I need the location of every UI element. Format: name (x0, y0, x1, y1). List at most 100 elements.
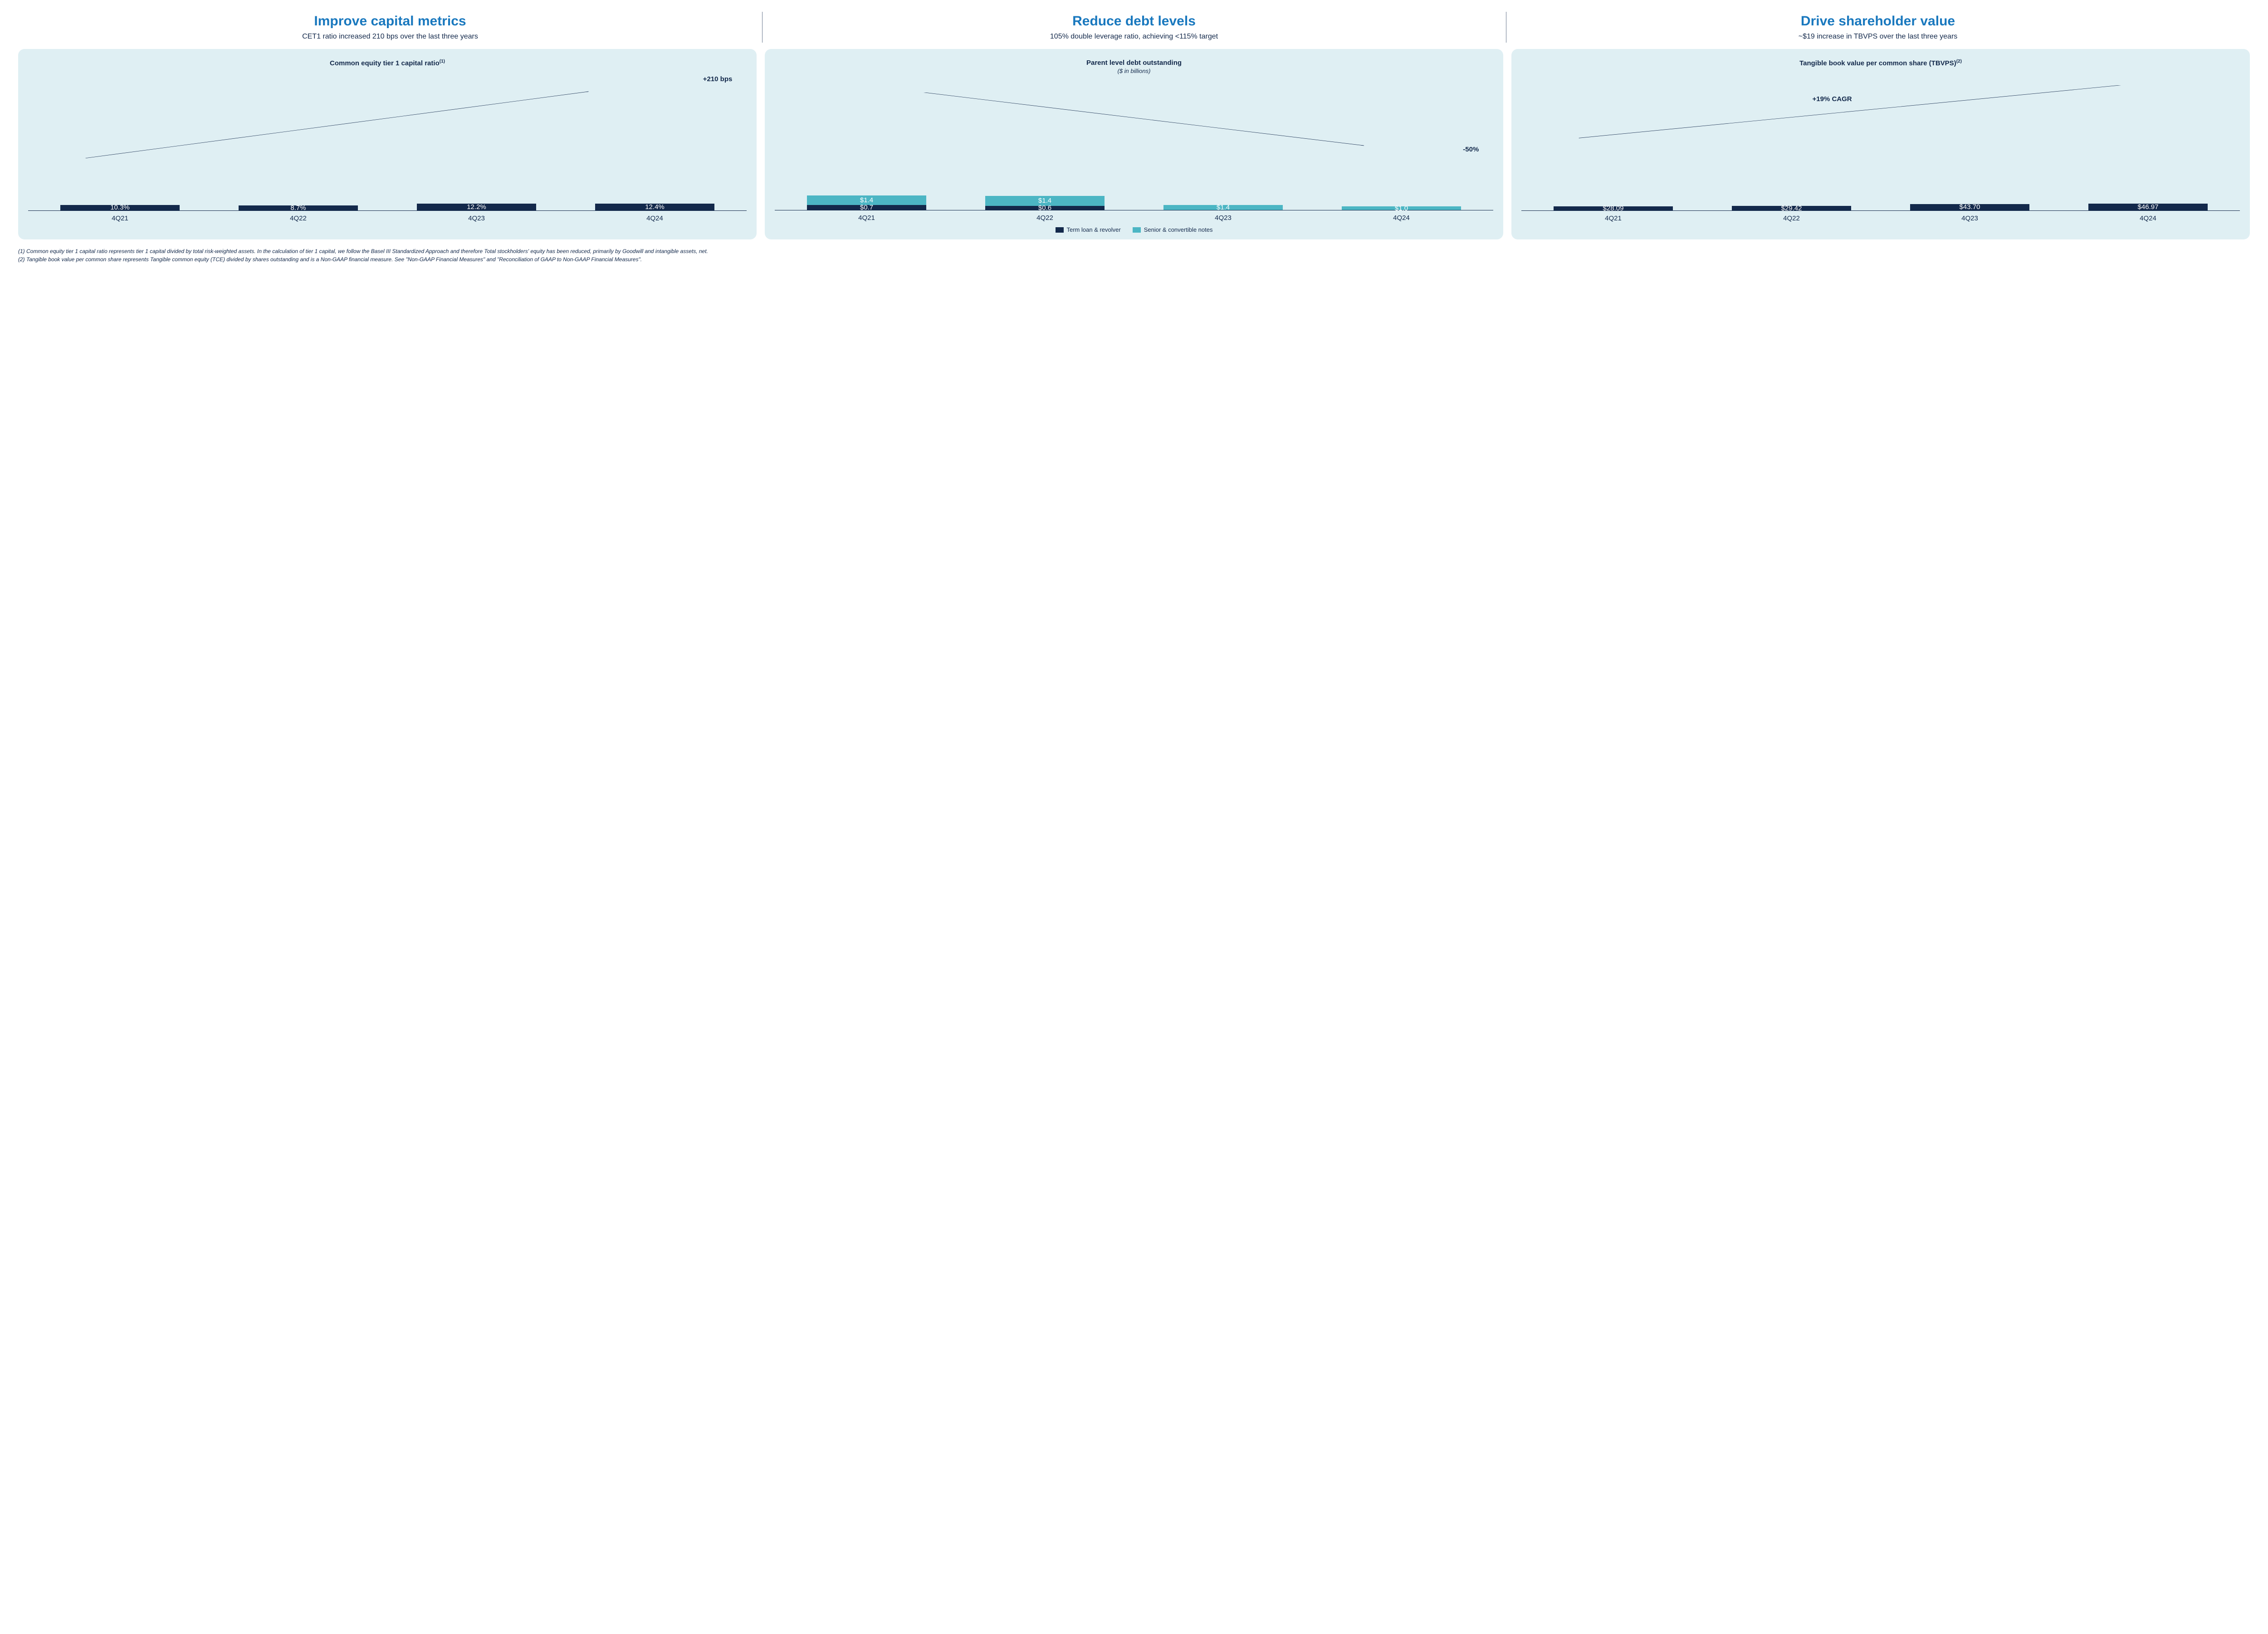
bar-value-label: $1.0 (1395, 205, 1408, 212)
bar-segment: $1.4 (1163, 205, 1283, 210)
header-row: Improve capital metrics CET1 ratio incre… (18, 14, 2250, 41)
x-axis-label: 4Q22 (1713, 215, 1870, 222)
legend-item: Senior & convertible notes (1133, 226, 1213, 233)
bar: $0.7$1.4 (807, 195, 926, 210)
x-axis-label: 4Q21 (788, 214, 945, 222)
bar: $29.42 (1732, 203, 1851, 210)
legend-swatch-icon (1056, 227, 1064, 233)
footnote: (1) Common equity tier 1 capital ratio r… (18, 248, 2250, 255)
chart-area: +210 bps10.3%8.7%12.2%12.4% (28, 85, 747, 211)
bar-slot: $0.6$1.4 (967, 93, 1124, 210)
header-column: Drive shareholder value ~$19 increase in… (1506, 14, 2250, 41)
x-axis-label: 4Q23 (1145, 214, 1302, 222)
chart-subtitle: ($ in billions) (775, 68, 1493, 74)
x-axis-labels: 4Q21 4Q22 4Q23 4Q24 (775, 210, 1493, 222)
bar-segment: $46.97 (2088, 204, 2208, 210)
bar-slot: $1.4 (1145, 93, 1302, 210)
bar-value-label: 12.4% (645, 203, 665, 211)
chart-panel: Common equity tier 1 capital ratio(1) +2… (18, 49, 757, 239)
bar-segment: 12.2% (417, 204, 536, 210)
x-axis-label: 4Q21 (1535, 215, 1692, 222)
bar-slot: $43.70 (1892, 85, 2048, 210)
chart-title: Common equity tier 1 capital ratio(1) (28, 59, 747, 67)
x-axis-label: 4Q24 (577, 215, 733, 222)
legend-label: Senior & convertible notes (1144, 226, 1213, 233)
bar: 12.2% (417, 203, 536, 210)
x-axis-label: 4Q24 (1323, 214, 1480, 222)
bar-segment: $29.42 (1732, 206, 1851, 210)
bar-segment: $1.0 (1342, 206, 1461, 210)
bar-container: $28.09 $29.42 $43.70 $46.97 (1521, 85, 2240, 211)
x-axis-label: 4Q24 (2070, 215, 2227, 222)
bar: $43.70 (1910, 203, 2029, 210)
bar-slot: $28.09 (1535, 85, 1692, 210)
bar-segment: 12.4% (595, 204, 714, 210)
x-axis-label: 4Q23 (398, 215, 555, 222)
legend: Term loan & revolver Senior & convertibl… (775, 226, 1493, 233)
bar-segment: $0.6 (985, 206, 1105, 210)
bar-container: $0.7$1.4$0.6$1.4$1.4$1.0 (775, 93, 1493, 210)
bar: 10.3% (60, 203, 180, 210)
chart-title: Tangible book value per common share (TB… (1521, 59, 2240, 67)
chart-annotation: +210 bps (703, 75, 733, 83)
bar: 8.7% (239, 203, 358, 210)
bar-slot: 8.7% (220, 85, 377, 210)
bar-container: 10.3% 8.7% 12.2% 12.4% (28, 85, 747, 211)
legend-spacer (28, 222, 747, 233)
bar: $1.0 (1342, 202, 1461, 210)
chart-title: Parent level debt outstanding (775, 59, 1493, 67)
x-axis-label: 4Q22 (220, 215, 377, 222)
section-subtitle: CET1 ratio increased 210 bps over the la… (24, 33, 757, 41)
bar-slot: $1.0 (1323, 93, 1480, 210)
bar-value-label: $29.42 (1781, 205, 1802, 212)
bar: 12.4% (595, 203, 714, 210)
x-axis-label: 4Q22 (967, 214, 1124, 222)
bar: $28.09 (1554, 203, 1673, 210)
bar-value-label: $0.6 (1038, 204, 1051, 212)
bar-slot: 10.3% (42, 85, 199, 210)
header-column: Improve capital metrics CET1 ratio incre… (18, 14, 762, 41)
bar-segment: 8.7% (239, 205, 358, 210)
bar-segment: $43.70 (1910, 204, 2029, 210)
section-title: Reduce debt levels (767, 14, 1501, 29)
bar: $1.4 (1163, 202, 1283, 210)
bar-value-label: 12.2% (467, 203, 486, 211)
legend-item: Term loan & revolver (1056, 226, 1121, 233)
bar-value-label: $28.09 (1603, 205, 1624, 212)
chart-area: -50%$0.7$1.4$0.6$1.4$1.4$1.0 (775, 93, 1493, 210)
bar-slot: 12.4% (577, 85, 733, 210)
legend-swatch-icon (1133, 227, 1141, 233)
bar-segment: $28.09 (1554, 206, 1673, 210)
bar: $0.6$1.4 (985, 195, 1105, 210)
bar-value-label: 10.3% (110, 204, 130, 211)
panel-row: Common equity tier 1 capital ratio(1) +2… (18, 49, 2250, 239)
legend-label: Term loan & revolver (1067, 226, 1121, 233)
bar-value-label: $46.97 (2138, 203, 2159, 211)
section-subtitle: 105% double leverage ratio, achieving <1… (767, 33, 1501, 41)
section-title: Improve capital metrics (24, 14, 757, 29)
x-axis-labels: 4Q21 4Q22 4Q23 4Q24 (1521, 211, 2240, 222)
x-axis-label: 4Q21 (42, 215, 199, 222)
bar-slot: $0.7$1.4 (788, 93, 945, 210)
chart-area: +19% CAGR$28.09$29.42$43.70$46.97 (1521, 85, 2240, 211)
x-axis-labels: 4Q21 4Q22 4Q23 4Q24 (28, 211, 747, 222)
bar-value-label: $1.4 (1038, 197, 1051, 205)
bar: $46.97 (2088, 203, 2208, 210)
bar-slot: $46.97 (2070, 85, 2227, 210)
bar-value-label: $0.7 (860, 204, 873, 211)
bar-segment: 10.3% (60, 205, 180, 211)
section-subtitle: ~$19 increase in TBVPS over the last thr… (1511, 33, 2244, 41)
bar-value-label: 8.7% (290, 204, 306, 212)
bar-value-label: $1.4 (860, 196, 873, 204)
x-axis-label: 4Q23 (1892, 215, 2048, 222)
bar-value-label: $43.70 (1960, 203, 1980, 211)
bar-value-label: $1.4 (1217, 204, 1230, 211)
legend-spacer (1521, 222, 2240, 233)
bar-slot: $29.42 (1713, 85, 1870, 210)
chart-panel: Parent level debt outstanding($ in billi… (765, 49, 1503, 239)
bar-segment: $0.7 (807, 205, 926, 210)
chart-panel: Tangible book value per common share (TB… (1511, 49, 2250, 239)
bar-slot: 12.2% (398, 85, 555, 210)
section-title: Drive shareholder value (1511, 14, 2244, 29)
footnotes: (1) Common equity tier 1 capital ratio r… (18, 248, 2250, 263)
